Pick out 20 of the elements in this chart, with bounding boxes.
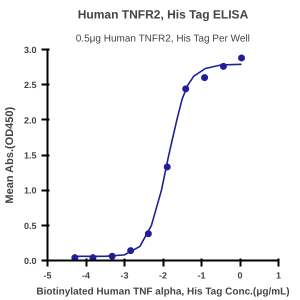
chart-subtitle: 0.5μg Human TNFR2, His Tag Per Well	[76, 34, 250, 44]
x-tick-label: 1	[276, 270, 282, 280]
x-tick-label: -5	[44, 270, 52, 280]
x-tick-label: -3	[120, 270, 129, 280]
chart-title: Human TNFR2, His Tag ELISA	[78, 8, 249, 22]
x-tick-label: -4	[82, 270, 90, 280]
point	[238, 54, 246, 62]
y-tick-label: 1.0	[24, 186, 37, 196]
y-tick-label: 2.5	[24, 80, 37, 90]
y-axis-title: Mean Abs.(OD450)	[4, 106, 16, 204]
y-tick-label: 0.0	[24, 256, 37, 266]
y-tick-label: 3.0	[24, 45, 37, 55]
x-tick-label: 0	[237, 270, 243, 280]
x-axis-title: Biotinylated Human TNF alpha, His Tag Conc.(μg/mL)	[36, 286, 290, 298]
y-tick-label: 0.5	[24, 220, 37, 231]
point	[201, 74, 208, 82]
y-tick-label: 2.0	[24, 115, 37, 126]
x-tick-label: -1	[198, 270, 206, 280]
x-tick-label: -2	[159, 270, 168, 280]
y-tick-label: 1.5	[24, 150, 37, 160]
